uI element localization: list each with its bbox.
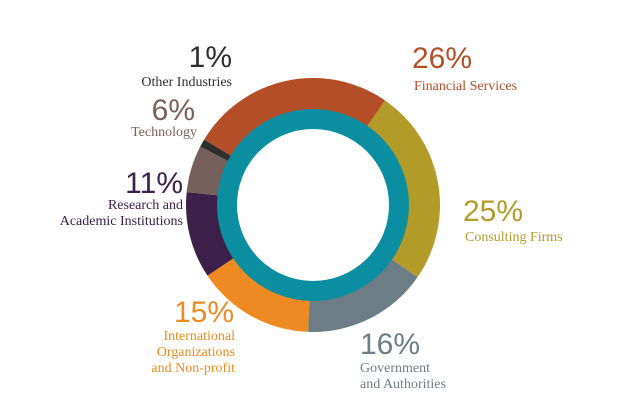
value-label: 11% — [125, 167, 183, 200]
value-label: 25% — [463, 195, 523, 228]
slice-research-and-academic-institutions — [186, 192, 235, 276]
slices-group — [186, 77, 440, 333]
category-label: Financial Services — [414, 79, 517, 94]
category-label: Technology — [131, 125, 197, 140]
value-label: 6% — [152, 94, 195, 127]
slice-technology — [186, 146, 229, 196]
category-label: Research and Academic Institutions — [60, 198, 183, 229]
category-label: Government and Authorities — [360, 361, 446, 392]
slice-government-and-authorities — [308, 258, 418, 333]
value-label: 26% — [412, 42, 472, 75]
slice-international-organizations-and-non-profit — [207, 257, 310, 332]
slice-consulting-firms — [366, 100, 440, 278]
value-label: 15% — [174, 296, 234, 329]
category-label: Consulting Firms — [465, 230, 563, 245]
labels-group: 26% Financial Services 25% Consulting Firms… — [60, 41, 563, 392]
inner-ring — [217, 109, 409, 301]
value-label: 16% — [360, 328, 420, 361]
category-label: International Organizations and Non-profit — [151, 329, 235, 376]
category-label: Other Industries — [141, 75, 232, 90]
value-label: 1% — [189, 41, 232, 74]
slice-other-industries — [200, 139, 232, 162]
slice-financial-services — [204, 77, 386, 157]
